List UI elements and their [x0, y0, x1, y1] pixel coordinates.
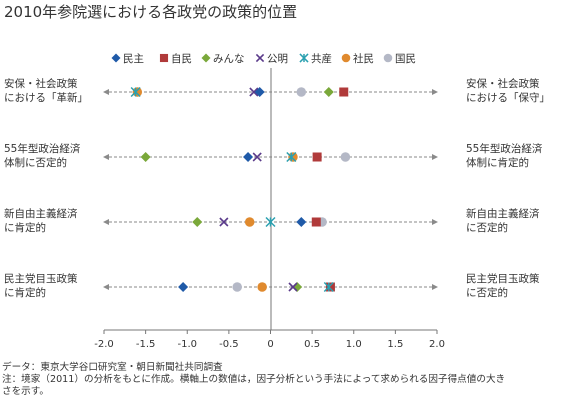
tick-label: -0.5	[219, 339, 239, 350]
data-point	[178, 282, 189, 292]
note-line: 注：境家（2011）の分析をもとに作成。横軸上の数値は，因子分析という手法によっ…	[2, 373, 505, 385]
data-point	[296, 217, 307, 227]
dimension-rows: 安保・社会政策における「革新」 安保・社会政策における「保守」 55年型政治経済体制…	[4, 77, 550, 299]
left-arrowhead	[103, 154, 109, 160]
data-point	[244, 217, 255, 227]
data-point	[254, 87, 265, 97]
data-point	[296, 87, 307, 97]
data-point	[286, 151, 297, 163]
legend-marker	[201, 53, 211, 63]
tick-label: 0.5	[304, 339, 320, 350]
data-point	[130, 86, 141, 98]
row-right-label: 民主党目玉政策に否定的	[466, 272, 540, 299]
data-point	[288, 282, 298, 292]
tick-label: 2.0	[429, 339, 445, 350]
data-point	[323, 87, 334, 97]
row-left-label: 新自由主義経済に肯定的	[4, 207, 78, 234]
data-point	[219, 217, 229, 227]
note-line: さを示す。	[2, 386, 49, 397]
legend-item: 社民	[341, 52, 374, 65]
legend-label: みんな	[213, 53, 245, 65]
tick-label: -1.0	[177, 339, 197, 350]
left-arrowhead	[103, 219, 109, 225]
note-line: データ：東京大学谷口研究室・朝日新聞社共同調査	[2, 361, 223, 373]
right-arrowhead	[432, 89, 438, 95]
legend-label: 社民	[353, 52, 374, 65]
data-point	[325, 282, 335, 292]
legend-marker	[299, 53, 309, 63]
right-arrowhead	[432, 154, 438, 160]
row-right-label: 安保・社会政策における「保守」	[466, 77, 550, 104]
row-right-label: 55年型政治経済体制に肯定的	[466, 142, 543, 169]
data-point	[132, 87, 143, 97]
left-arrowhead	[103, 89, 109, 95]
legend-item: 自民	[159, 52, 192, 65]
chart-notes: データ：東京大学谷口研究室・朝日新聞社共同調査注：境家（2011）の分析をもとに…	[2, 361, 505, 397]
legend-label: 公明	[267, 53, 288, 65]
dimension-row: 安保・社会政策における「革新」 安保・社会政策における「保守」	[4, 77, 550, 104]
right-arrowhead	[432, 219, 438, 225]
data-point	[257, 282, 267, 292]
legend-label: 民主	[123, 53, 144, 65]
data-point	[243, 152, 254, 162]
data-point	[265, 216, 276, 228]
legend-item: みんな	[201, 53, 245, 65]
dimension-row: 55年型政治経済体制に否定的 55年型政治経済体制に肯定的	[4, 142, 543, 169]
data-point	[232, 282, 242, 292]
tick-label: -2.0	[94, 339, 114, 350]
row-left-label: 安保・社会政策における「革新」	[4, 77, 88, 104]
data-points	[130, 86, 351, 293]
legend-label: 共産	[311, 52, 332, 65]
data-point	[249, 87, 259, 97]
tick-label: 0	[267, 339, 273, 350]
row-right-label: 新自由主義経済に否定的	[466, 207, 540, 234]
legend-marker	[341, 53, 351, 63]
data-point	[323, 281, 334, 293]
legend: 民主 自民 みんな 公明 共産 社民 国民	[111, 52, 416, 65]
x-axis-ticks: -2.0 -1.5 -1.0 -0.5 0 0.5 1.0 1.5 2.0	[94, 330, 445, 350]
tick-label: 1.0	[346, 339, 362, 350]
data-point	[252, 152, 262, 162]
data-point	[140, 152, 151, 162]
legend-marker	[383, 53, 393, 63]
legend-marker	[111, 53, 121, 63]
row-left-label: 55年型政治経済体制に否定的	[4, 142, 81, 169]
legend-label: 自民	[171, 52, 192, 65]
legend-item: 民主	[111, 53, 144, 65]
tick-label: -1.5	[136, 339, 156, 350]
dimension-row: 新自由主義経済に肯定的 新自由主義経済に否定的	[4, 207, 540, 234]
data-point	[311, 217, 321, 227]
right-arrowhead	[432, 284, 438, 290]
legend-item: 国民	[383, 53, 416, 65]
legend-label: 国民	[395, 53, 416, 65]
legend-marker	[159, 53, 169, 63]
legend-marker	[255, 53, 265, 63]
data-point	[339, 87, 349, 97]
data-point	[288, 152, 298, 162]
chart-title: 2010年参院選における各政党の政策的位置	[4, 3, 297, 21]
row-left-label: 民主党目玉政策に肯定的	[4, 272, 78, 299]
dimension-row: 民主党目玉政策に肯定的 民主党目玉政策に否定的	[4, 272, 540, 299]
data-point	[192, 217, 203, 227]
data-point	[340, 152, 351, 162]
tick-label: 1.5	[387, 339, 403, 350]
data-point	[312, 152, 322, 162]
legend-item: 共産	[299, 52, 332, 65]
legend-item: 公明	[255, 53, 288, 65]
left-arrowhead	[103, 284, 109, 290]
